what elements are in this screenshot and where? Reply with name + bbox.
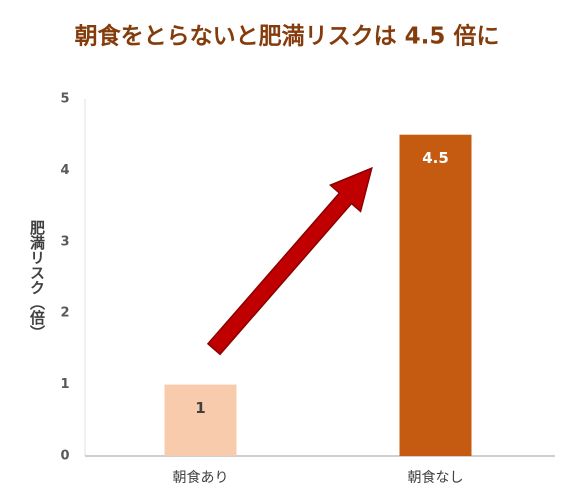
y-tick-label: 4 (60, 163, 69, 178)
bar (164, 384, 237, 456)
y-tick-label: 3 (60, 234, 69, 249)
x-tick-label: 朝食あり (173, 469, 229, 486)
trend-arrow (206, 166, 373, 356)
x-tick-label: 朝食なし (408, 469, 464, 486)
bar (399, 134, 472, 456)
y-tick-label: 1 (60, 377, 69, 392)
arrow-shape (206, 166, 373, 356)
y-axis-label: 肥満リスク（倍） (28, 220, 46, 340)
chart-title: 朝食をとらないと肥満リスクは 4.5 倍に (75, 23, 500, 50)
y-tick-label: 2 (60, 306, 69, 321)
data-label: 1 (195, 399, 205, 417)
y-tick-label: 5 (60, 92, 69, 107)
data-label: 4.5 (422, 149, 449, 167)
y-tick-label: 0 (60, 449, 69, 464)
